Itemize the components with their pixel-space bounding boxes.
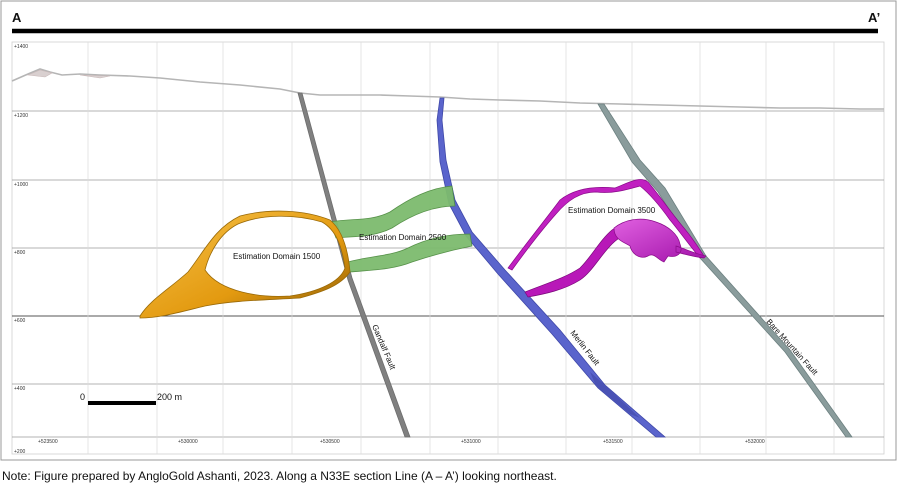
gandalf-fault [297, 92, 411, 438]
merlin-fault-thickening [590, 372, 640, 418]
domain-1500-label: Estimation Domain 1500 [233, 252, 321, 261]
scale-bar-line [88, 401, 156, 405]
elevation-ticks: +1400 +1200 +1000 +800 +600 +400 +200 [14, 44, 28, 455]
easting-tick: +531500 [603, 439, 623, 445]
easting-tick: +531000 [461, 439, 481, 445]
scale-bar-end: 200 m [157, 392, 182, 402]
easting-tick: +530000 [178, 439, 198, 445]
bare-mountain-fault [597, 103, 853, 438]
bare-mountain-fault-label: Bare Mountain Fault [765, 317, 820, 377]
elevation-tick: +800 [14, 250, 25, 256]
elevation-tick: +1400 [14, 44, 28, 50]
section-end-right: A’ [868, 10, 880, 25]
figure-caption: Note: Figure prepared by AngloGold Ashan… [2, 469, 557, 483]
easting-ticks: +523500 +530000 +530500 +531000 +531500 … [38, 439, 765, 445]
easting-tick: +530500 [320, 439, 340, 445]
cross-section-figure: A A’ +1400 +1200 +1000 +800 +600 +400 +2… [0, 0, 897, 461]
domain-1500-shape [139, 210, 351, 319]
domain-3500-label: Estimation Domain 3500 [568, 206, 656, 215]
easting-tick: +523500 [38, 439, 58, 445]
figure-frame [0, 0, 897, 461]
easting-tick: +532000 [745, 439, 765, 445]
section-end-left: A [12, 10, 22, 25]
domain-3500-lens [613, 218, 707, 263]
elevation-tick: +200 [14, 449, 25, 455]
scale-bar: 0 200 m [80, 392, 182, 405]
domain-2500-label: Estimation Domain 2500 [359, 233, 447, 242]
domain-2500-lower-limb [347, 233, 473, 273]
topography-relief [26, 69, 111, 79]
topography-surface [11, 68, 884, 110]
elevation-tick: +600 [14, 318, 25, 324]
scale-bar-start: 0 [80, 392, 85, 402]
elevation-tick: +1200 [14, 113, 28, 119]
elevation-tick: +1000 [14, 182, 28, 188]
domain-2500-shape [329, 185, 456, 239]
elevation-tick: +400 [14, 386, 25, 392]
